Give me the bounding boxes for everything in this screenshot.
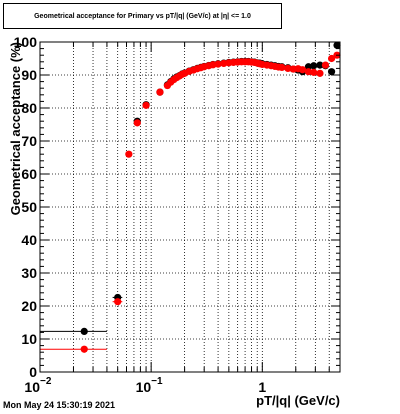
y-tick-label: 10 <box>21 331 37 347</box>
y-tick-label: 70 <box>21 133 37 149</box>
data-point <box>125 150 133 158</box>
x-tick-label-exponent: −1 <box>151 376 163 387</box>
chart-title: Geometrical acceptance for Primary vs pT… <box>34 12 251 20</box>
data-point <box>333 41 341 49</box>
x-axis-label: pT/|q| (GeV/c) <box>256 393 340 408</box>
data-point <box>304 68 313 76</box>
data-point <box>142 101 150 109</box>
x-tick-label: 10 <box>24 379 40 395</box>
data-point <box>298 66 307 74</box>
data-point <box>327 54 336 63</box>
data-point <box>327 68 336 76</box>
y-tick-label: 30 <box>21 265 37 281</box>
y-tick-label: 20 <box>21 298 37 314</box>
grid <box>39 41 341 373</box>
y-tick-label: 100 <box>14 34 38 50</box>
y-tick-label: 40 <box>21 232 37 248</box>
data-point <box>316 61 324 69</box>
error-bars <box>40 296 123 350</box>
data-point <box>316 69 324 77</box>
y-tick-label: 50 <box>21 199 37 215</box>
data-point <box>284 64 292 72</box>
data-points <box>80 41 341 353</box>
axis-ticks <box>39 41 341 373</box>
x-tick-label: 1 <box>258 379 266 395</box>
data-point <box>310 62 318 70</box>
data-point <box>156 88 164 96</box>
y-tick-label: 0 <box>29 364 37 380</box>
data-point <box>214 60 222 68</box>
y-tick-label: 90 <box>21 67 37 83</box>
y-tick-label: 80 <box>21 100 37 116</box>
data-point <box>310 68 318 76</box>
x-tick-label: 10 <box>136 379 152 395</box>
y-axis-label: Geometrical acceptance (%) <box>8 42 23 215</box>
x-tick-label-exponent: −2 <box>40 376 52 387</box>
data-point <box>133 119 141 127</box>
data-point <box>278 63 286 72</box>
timestamp: Mon May 24 15:30:19 2021 <box>3 400 116 410</box>
y-tick-label: 60 <box>21 166 37 182</box>
data-point <box>80 345 88 353</box>
data-point <box>114 298 122 306</box>
data-point <box>321 61 330 69</box>
data-point <box>80 327 88 336</box>
chart-title-box: Geometrical acceptance for Primary vs pT… <box>3 3 282 29</box>
